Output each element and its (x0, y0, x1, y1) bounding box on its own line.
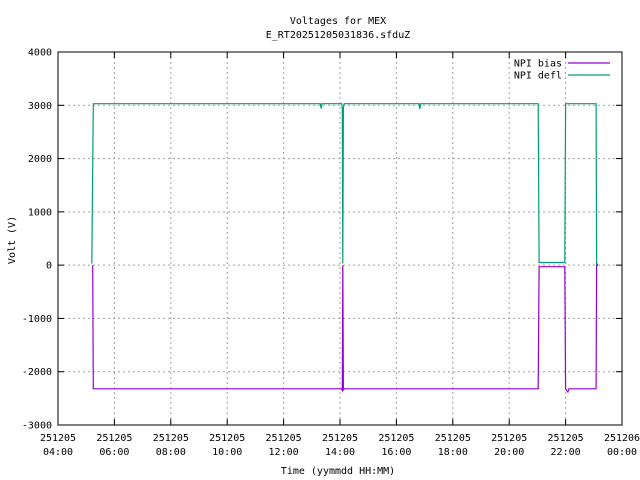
y-axis-label: Volt (V) (7, 216, 18, 264)
series-npi-bias (92, 264, 598, 394)
x-tick-label-time: 08:00 (156, 447, 186, 458)
y-tick-label: -3000 (22, 421, 52, 432)
x-tick-label-time: 04:00 (43, 447, 73, 458)
x-tick-label-time: 14:00 (325, 447, 355, 458)
y-tick-label: 0 (46, 261, 52, 272)
x-tick-label-time: 20:00 (494, 447, 524, 458)
tick-layer: -3000 -2000 -1000 0 1000 2000 3000 4000 251205 04… (22, 48, 640, 459)
x-axis-label: Time (yymmdd HH:MM) (281, 466, 395, 477)
x-tick-label-date: 251205 (491, 433, 527, 444)
x-tick-label-date: 251205 (548, 433, 584, 444)
x-tick-label-date: 251205 (40, 433, 76, 444)
y-tick-label: 1000 (28, 207, 52, 218)
chart-subtitle: E_RT20251205031836.sfduZ (266, 30, 411, 41)
x-tick-label-time: 12:00 (269, 447, 299, 458)
chart-title: Voltages for MEX (290, 16, 386, 27)
legend-label: NPI defl (514, 71, 562, 82)
y-tick-label: -2000 (22, 367, 52, 378)
y-tick-label: -1000 (22, 314, 52, 325)
x-tick-label-time: 22:00 (551, 447, 581, 458)
x-tick-label-date: 251205 (266, 433, 302, 444)
x-tick-label-time: 16:00 (381, 447, 411, 458)
x-tick-label-date: 251205 (209, 433, 245, 444)
x-tick-label-date: 251205 (153, 433, 189, 444)
y-tick-label: 4000 (28, 48, 52, 59)
x-tick-label-time: 10:00 (212, 447, 242, 458)
y-tick-label: 3000 (28, 101, 52, 112)
series-npi-defl (91, 103, 598, 265)
y-tick-label: 2000 (28, 154, 52, 165)
x-tick-label-time: 18:00 (438, 447, 468, 458)
x-tick-label-date: 251205 (435, 433, 471, 444)
x-tick-label-time: 06:00 (99, 447, 129, 458)
x-tick-label-date: 251205 (322, 433, 358, 444)
series-layer (91, 103, 598, 394)
legend-label: NPI bias (514, 59, 562, 70)
x-tick-label-date: 251205 (378, 433, 414, 444)
x-tick-label-date: 251206 (604, 433, 640, 444)
x-tick-label-time: 00:00 (607, 447, 637, 458)
x-tick-label-date: 251205 (96, 433, 132, 444)
grid-layer (58, 52, 622, 425)
